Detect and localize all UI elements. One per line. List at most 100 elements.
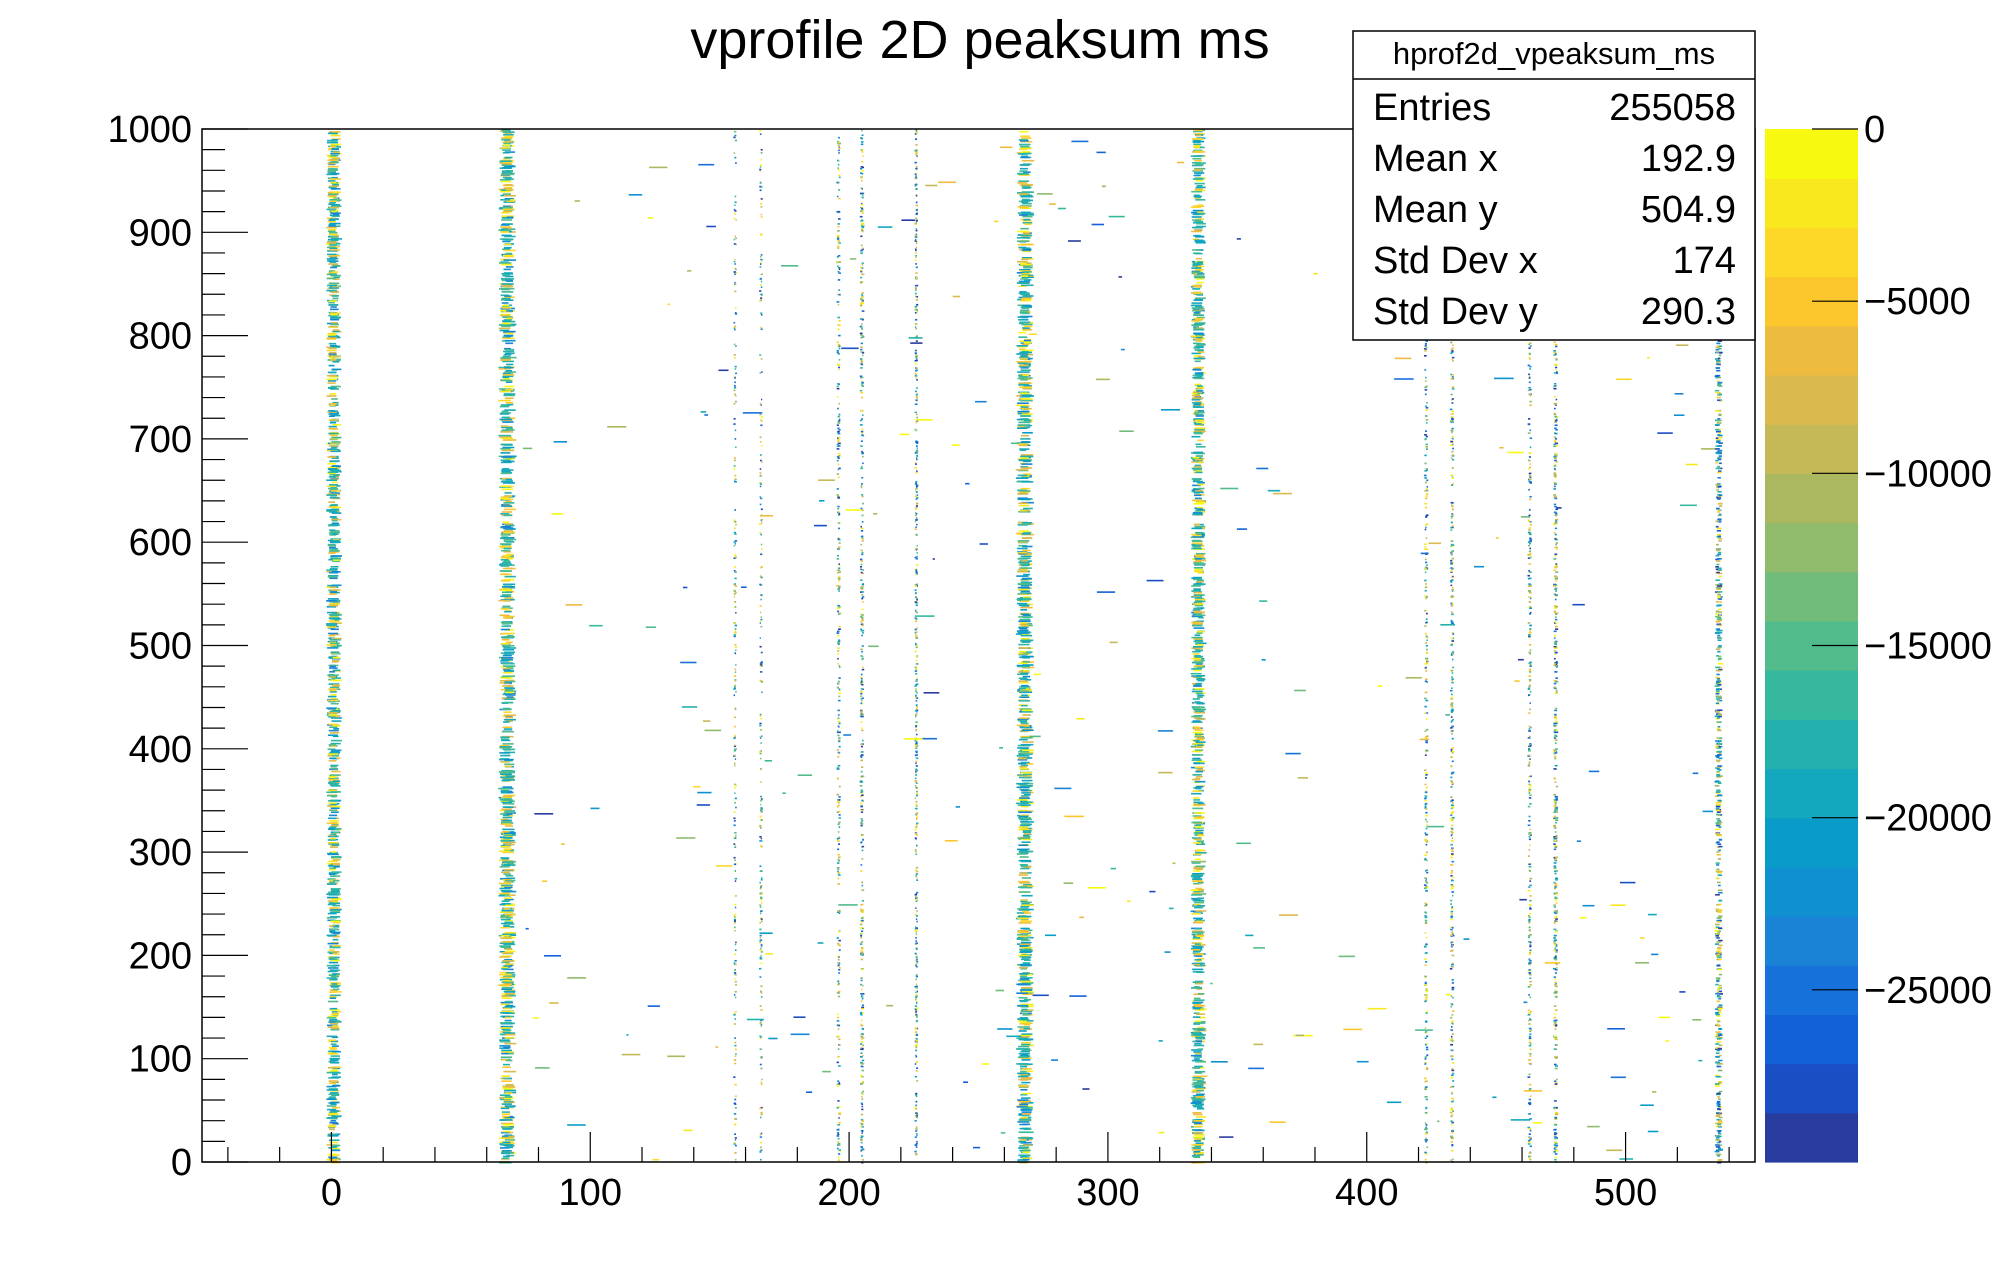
heatmap-cell (1016, 938, 1028, 940)
heatmap-cell (915, 785, 917, 787)
heatmap-cell (839, 967, 841, 969)
heatmap-cell (503, 728, 513, 730)
heatmap-cell (506, 696, 514, 698)
heatmap-cell (1018, 1045, 1030, 1048)
heatmap-cell (1020, 899, 1027, 902)
heatmap-cell (328, 902, 335, 904)
heatmap-cell (837, 1141, 840, 1143)
heatmap-cell (916, 497, 918, 500)
heatmap-cell (838, 542, 841, 544)
heatmap-cell (759, 413, 762, 416)
heatmap-cell (837, 1035, 840, 1038)
heatmap-cell (860, 172, 863, 174)
heatmap-cell (760, 1141, 763, 1144)
heatmap-cell (916, 680, 918, 682)
heatmap-cell (329, 586, 337, 589)
heatmap-cell (1020, 609, 1028, 611)
heatmap-cell (759, 532, 762, 534)
heatmap-cell (331, 481, 338, 484)
heatmap-cell (1017, 206, 1029, 208)
heatmap-cell (860, 588, 864, 590)
heatmap-cell (915, 376, 918, 379)
heatmap-cell (1017, 474, 1028, 477)
heatmap-cell (837, 1083, 841, 1085)
heatmap-cell (330, 1061, 340, 1064)
heatmap-cell (503, 272, 513, 274)
heatmap-cell (333, 1158, 340, 1161)
heatmap-cell (735, 941, 737, 944)
heatmap-cell (734, 381, 736, 384)
heatmap-cell (1020, 672, 1028, 675)
heatmap-cell (838, 324, 841, 327)
heatmap-cell (860, 586, 863, 589)
heatmap-cell (759, 503, 762, 506)
heatmap-cell (838, 1149, 841, 1151)
heatmap-cell (1018, 336, 1028, 338)
heatmap-cell (837, 1028, 840, 1030)
heatmap-cell (331, 1085, 341, 1087)
heatmap-cell (760, 651, 763, 654)
heatmap-cell (501, 739, 511, 742)
heatmap-cell (916, 679, 918, 681)
heatmap-cell (915, 229, 918, 232)
heatmap-cell (735, 1158, 737, 1161)
heatmap-cell (914, 617, 917, 619)
heatmap-cell (761, 461, 763, 463)
heatmap-cell (1021, 501, 1034, 504)
heatmap-cell (504, 1092, 513, 1094)
heatmap-cell (330, 742, 341, 745)
heatmap-cell (914, 372, 917, 375)
heatmap-cell (331, 204, 341, 206)
heatmap-cell (328, 860, 338, 862)
heatmap-cell (837, 427, 840, 430)
heatmap-cell (916, 441, 919, 443)
heatmap-cell (1191, 1049, 1202, 1051)
heatmap-cell (838, 606, 841, 608)
heatmap-cell (500, 789, 510, 792)
heatmap-cell (331, 215, 340, 217)
heatmap-cell (915, 1049, 917, 1052)
heatmap-cell (503, 714, 516, 716)
heatmap-cell (503, 538, 517, 541)
heatmap-cell (914, 528, 917, 530)
heatmap-cell (733, 544, 736, 547)
heatmap-cell (837, 439, 840, 441)
heatmap-cell (329, 814, 338, 817)
heatmap-cell (1019, 392, 1028, 395)
heatmap-cell (332, 657, 341, 659)
heatmap-cell (1021, 821, 1034, 823)
heatmap-cell (915, 151, 917, 153)
heatmap-cell (733, 1014, 736, 1016)
heatmap-cell (837, 1137, 840, 1140)
heatmap-cell (861, 204, 864, 206)
heatmap-cell (1021, 792, 1031, 794)
heatmap-cell (330, 344, 338, 347)
heatmap-cell (503, 444, 513, 446)
heatmap-cell (1021, 247, 1031, 249)
heatmap-cell (734, 566, 736, 568)
heatmap-cell (504, 698, 516, 700)
heatmap-cell (329, 412, 339, 415)
heatmap-cell (760, 203, 763, 205)
heatmap-cell (760, 206, 763, 208)
heatmap-cell (1020, 968, 1027, 970)
heatmap-cell (504, 958, 513, 961)
heatmap-cell (1020, 941, 1032, 944)
heatmap-cell (838, 949, 841, 951)
heatmap-cell (1018, 292, 1030, 294)
heatmap-cell (861, 714, 864, 716)
heatmap-cell (860, 804, 863, 807)
heatmap-cell (837, 271, 840, 273)
heatmap-cell (759, 865, 762, 867)
heatmap-cell (332, 151, 340, 154)
heatmap-cell (1023, 325, 1033, 328)
heatmap-cell (1017, 718, 1029, 720)
heatmap-cell (500, 893, 510, 896)
heatmap-cell (1016, 575, 1029, 577)
heatmap-cell (1021, 1081, 1031, 1084)
heatmap-cell (915, 152, 918, 155)
heatmap-cell (916, 155, 918, 157)
heatmap-cell (838, 969, 841, 971)
heatmap-cell (860, 206, 863, 209)
heatmap-cell (861, 1123, 864, 1125)
